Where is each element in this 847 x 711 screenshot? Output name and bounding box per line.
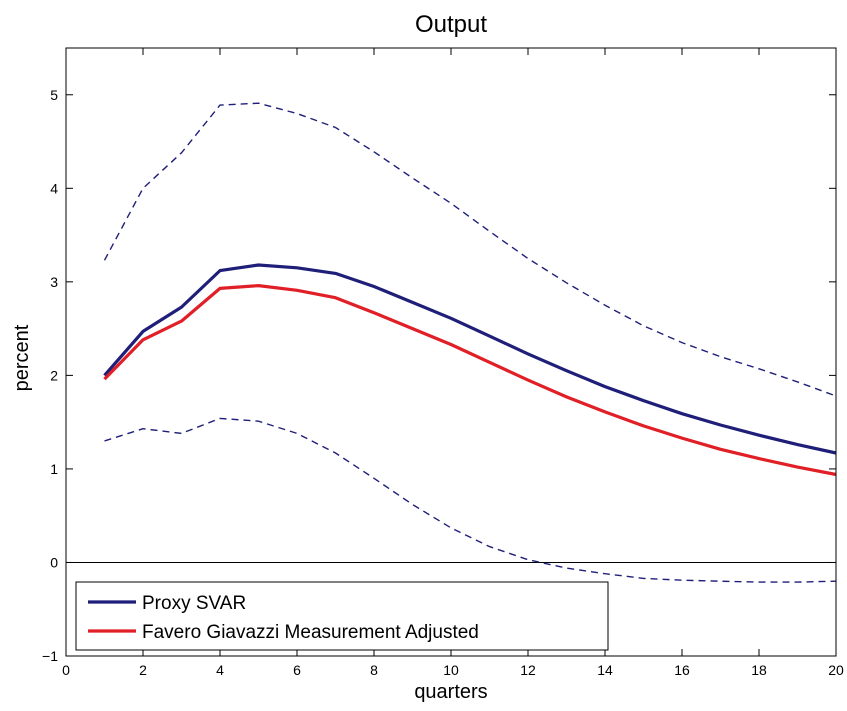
legend-label: Proxy SVAR — [142, 593, 246, 614]
y-tick-label: 3 — [50, 274, 58, 290]
x-tick-label: 8 — [370, 662, 378, 678]
lower-confidence-band-line — [104, 417, 837, 583]
series-line-favero-giavazzi-measurement-adjusted — [103, 284, 837, 477]
y-tick-label: 5 — [50, 87, 58, 103]
x-tick-label: 16 — [674, 662, 690, 678]
chart-title: Output — [415, 11, 487, 38]
x-axis-label: quarters — [414, 681, 487, 703]
series-line-proxy-svar — [103, 263, 837, 455]
x-tick-label: 2 — [139, 662, 147, 678]
legend-label: Favero Giavazzi Measurement Adjusted — [142, 622, 479, 643]
upper-confidence-band-line — [103, 102, 837, 397]
x-tick-label: 20 — [828, 662, 844, 678]
y-tick-label: 4 — [50, 180, 58, 196]
y-tick-label: 1 — [50, 461, 58, 477]
y-tick-label: −1 — [42, 648, 58, 664]
x-tick-label: 12 — [520, 662, 536, 678]
x-tick-label: 0 — [62, 662, 70, 678]
y-axis-label: percent — [11, 324, 33, 391]
y-tick-label: 0 — [50, 554, 58, 570]
x-tick-label: 10 — [443, 662, 459, 678]
legend-box — [75, 581, 609, 651]
x-tick-label: 18 — [751, 662, 767, 678]
x-tick-label: 6 — [293, 662, 301, 678]
x-tick-label: 14 — [597, 662, 613, 678]
y-tick-label: 2 — [50, 367, 58, 383]
x-tick-label: 4 — [216, 662, 224, 678]
